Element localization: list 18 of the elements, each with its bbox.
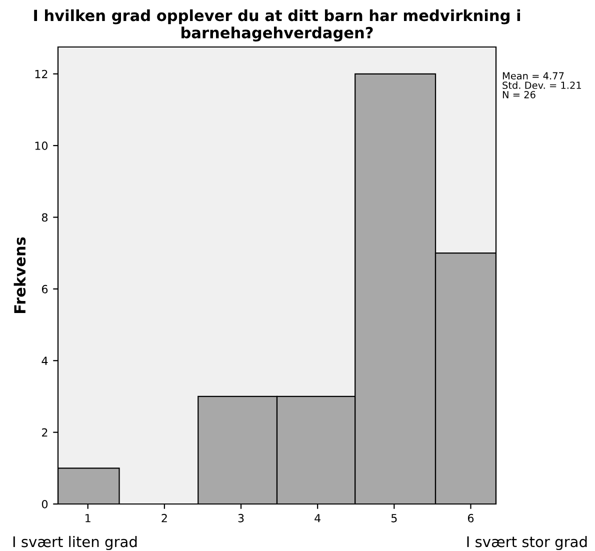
chart-title: I hvilken grad opplever du at ditt barn har medvirkning i barnehagehverdagen? bbox=[34, 9, 520, 42]
text: Mean = 4.77 Std. Dev. = 1.21 N = 26 bbox=[502, 72, 581, 98]
y-tick-label: 12 bbox=[35, 70, 48, 78]
x-tick-label: 4 bbox=[314, 514, 320, 522]
x-tick-label: 5 bbox=[391, 514, 397, 522]
y-tick-label: 8 bbox=[42, 213, 48, 222]
y-tick-label: 6 bbox=[42, 284, 48, 294]
x-tick-label: 6 bbox=[468, 514, 474, 522]
text: I svært stor grad bbox=[467, 536, 587, 550]
y-tick-label: 0 bbox=[42, 500, 48, 508]
x-tick-label: 1 bbox=[86, 514, 90, 522]
x-tick-label: 2 bbox=[162, 514, 167, 522]
y-tick-label: 4 bbox=[42, 356, 48, 365]
text: I svært liten grad bbox=[13, 536, 137, 550]
y-tick-label: 2 bbox=[42, 428, 48, 437]
y-axis-title: Frekvens bbox=[14, 237, 26, 313]
y-tick-label: 10 bbox=[35, 142, 48, 150]
x-tick-label: 3 bbox=[238, 514, 244, 522]
